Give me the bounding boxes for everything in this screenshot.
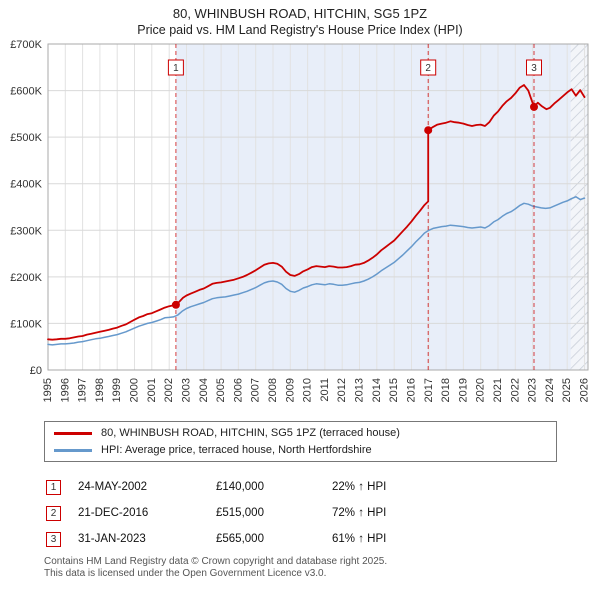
sale-2-marker-number: 2: [46, 505, 61, 521]
sale-1-marker-number: 1: [46, 479, 61, 495]
sales-table: 1 24-MAY-2002 £140,000 22% ↑ HPI 2 21-DE…: [46, 474, 566, 552]
sale-1-number-box: [167, 59, 184, 76]
sale-3-number: 3: [531, 63, 537, 74]
svg-text:2007: 2007: [250, 378, 262, 402]
svg-text:2002: 2002: [163, 378, 175, 402]
sale-3-date: 31-JAN-2023: [78, 533, 146, 545]
sale-1-date: 24-MAY-2002: [78, 481, 148, 493]
property-line-swatch: [54, 431, 92, 435]
attribution: Contains HM Land Registry data © Crown c…: [44, 556, 387, 580]
hpi-line-label: HPI: Average price, terraced house, Nort…: [101, 444, 372, 456]
svg-text:2011: 2011: [319, 378, 331, 402]
svg-text:1995: 1995: [42, 378, 54, 402]
svg-text:2006: 2006: [232, 378, 244, 402]
svg-text:£500K: £500K: [10, 132, 42, 144]
svg-text:1997: 1997: [77, 378, 89, 402]
sale-2-vs-hpi: 72% ↑ HPI: [332, 507, 387, 519]
svg-text:2003: 2003: [181, 378, 193, 402]
svg-text:2012: 2012: [336, 378, 348, 402]
sale-3-marker-cell: 3: [46, 531, 78, 547]
svg-text:2008: 2008: [267, 378, 279, 402]
page-subtitle: Price paid vs. HM Land Registry's House …: [137, 23, 463, 37]
sale-3-marker-number: 3: [46, 531, 61, 547]
svg-text:£600K: £600K: [10, 86, 42, 98]
page-title: 80, WHINBUSH ROAD, HITCHIN, SG5 1PZ: [172, 6, 428, 21]
svg-text:2001: 2001: [146, 378, 158, 402]
sale-1-point: [171, 300, 180, 309]
sale-3-number-box: [526, 59, 542, 76]
legend-item-property: 80, WHINBUSH ROAD, HITCHIN, SG5 1PZ (ter…: [54, 427, 547, 439]
svg-text:£0: £0: [30, 365, 42, 377]
svg-text:1999: 1999: [111, 378, 123, 402]
y-axis-labels: £0 £100K £200K £300K £400K £500K £600K £700K: [10, 39, 42, 377]
svg-text:2016: 2016: [406, 378, 418, 402]
svg-text:2024: 2024: [544, 378, 556, 402]
sale-row-1: 1 24-MAY-2002 £140,000 22% ↑ HPI: [46, 474, 566, 500]
svg-text:2013: 2013: [354, 378, 366, 402]
sale-3-vs-hpi: 61% ↑ HPI: [332, 533, 387, 545]
attribution-line-2: This data is licensed under the Open Gov…: [44, 568, 327, 579]
svg-text:£100K: £100K: [10, 318, 42, 330]
sale-3-point: [530, 102, 538, 111]
svg-text:£700K: £700K: [10, 39, 42, 51]
future-hatch-region: [570, 44, 588, 370]
hpi-series: [47, 196, 586, 346]
svg-text:1996: 1996: [59, 378, 71, 402]
sale-2-date: 21-DEC-2016: [78, 507, 149, 519]
sale-2-number: 2: [425, 63, 431, 74]
chart-legend: 80, WHINBUSH ROAD, HITCHIN, SG5 1PZ (ter…: [44, 421, 557, 462]
sale-2-number-box: [420, 59, 437, 76]
legend-item-hpi: HPI: Average price, terraced house, Nort…: [54, 444, 547, 456]
svg-text:2025: 2025: [561, 378, 573, 402]
svg-text:£300K: £300K: [10, 225, 42, 237]
svg-text:2000: 2000: [129, 378, 141, 402]
sale-markers: 1 2 3: [167, 44, 542, 370]
svg-text:£200K: £200K: [10, 272, 42, 284]
svg-text:2018: 2018: [440, 378, 452, 402]
sale-3-price: £565,000: [216, 533, 264, 545]
svg-text:1998: 1998: [94, 378, 106, 402]
svg-text:£400K: £400K: [10, 179, 42, 191]
svg-text:2019: 2019: [457, 378, 469, 402]
svg-text:2014: 2014: [371, 378, 383, 402]
hpi-line-swatch: [54, 448, 92, 452]
attribution-line-1: Contains HM Land Registry data © Crown c…: [44, 556, 388, 567]
sale-1-marker-cell: 1: [46, 479, 78, 495]
svg-text:2021: 2021: [492, 378, 504, 402]
svg-text:2022: 2022: [509, 378, 521, 402]
svg-text:2010: 2010: [302, 378, 314, 402]
svg-text:2020: 2020: [475, 378, 487, 402]
sale-1-number: 1: [173, 63, 179, 74]
price-paid-series: [47, 84, 586, 341]
x-axis-labels: 1995 1996 1997 1998 1999 2000 2001 2002 2003 2004…: [42, 378, 591, 402]
sale-2-price: £515,000: [216, 507, 264, 519]
svg-text:2026: 2026: [579, 378, 591, 402]
sale-1-price: £140,000: [216, 481, 264, 493]
property-line-label: 80, WHINBUSH ROAD, HITCHIN, SG5 1PZ (ter…: [101, 427, 400, 439]
svg-text:2017: 2017: [423, 378, 435, 402]
sale-row-2: 2 21-DEC-2016 £515,000 72% ↑ HPI: [46, 500, 566, 526]
svg-text:2005: 2005: [215, 378, 227, 402]
svg-text:2004: 2004: [198, 378, 210, 402]
sale-1-vs-hpi: 22% ↑ HPI: [332, 481, 387, 493]
svg-text:2015: 2015: [388, 378, 400, 402]
sale-row-3: 3 31-JAN-2023 £565,000 61% ↑ HPI: [46, 526, 566, 552]
svg-text:2023: 2023: [527, 378, 539, 402]
sale-2-point: [424, 126, 433, 135]
ownership-shade: [175, 44, 588, 370]
sale-2-marker-cell: 2: [46, 505, 78, 521]
svg-text:2009: 2009: [284, 378, 296, 402]
price-history-chart: £0 £100K £200K £300K £400K £500K £600K £700K 199…: [10, 39, 591, 402]
plot-border: [47, 43, 589, 371]
